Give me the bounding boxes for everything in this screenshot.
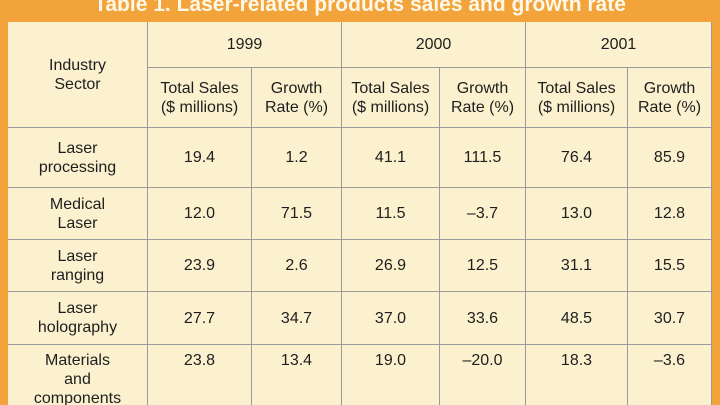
data-cell: –3.7	[440, 188, 526, 240]
table-title: Table 1. Laser-related products sales an…	[94, 0, 626, 16]
year-header: 2001	[526, 22, 712, 68]
data-cell-text: 18.3	[560, 352, 593, 369]
year-header-text: 1999	[226, 36, 263, 53]
data-cell: 18.3	[526, 345, 628, 405]
data-cell: 12.0	[148, 188, 252, 240]
sector-name: Laser holography	[8, 292, 148, 345]
sector-name-text: Laser processing	[38, 139, 117, 176]
sector-name-text: Materials and components	[33, 352, 122, 405]
sector-name-text: Laser ranging	[50, 247, 105, 284]
column-header: Total Sales ($ millions)	[148, 68, 252, 128]
data-cell: 19.4	[148, 128, 252, 188]
year-header: 1999	[148, 22, 342, 68]
data-cell: 12.8	[628, 188, 712, 240]
column-header: Growth Rate (%)	[252, 68, 342, 128]
data-cell: 23.9	[148, 240, 252, 292]
data-cell-text: 13.4	[280, 352, 313, 369]
column-header: Growth Rate (%)	[440, 68, 526, 128]
data-cell-text: 71.5	[280, 205, 313, 222]
data-cell: 11.5	[342, 188, 440, 240]
column-header: Total Sales ($ millions)	[342, 68, 440, 128]
data-cell-text: 31.1	[560, 257, 593, 274]
data-cell-text: 34.7	[280, 309, 313, 327]
data-cell: 15.5	[628, 240, 712, 292]
data-cell-text: 23.8	[183, 352, 216, 369]
data-cell-text: 2.6	[285, 257, 308, 274]
data-cell: 2.6	[252, 240, 342, 292]
data-cell: 33.6	[440, 292, 526, 345]
data-cell: 41.1	[342, 128, 440, 188]
data-cell: 111.5	[440, 128, 526, 188]
data-cell: –20.0	[440, 345, 526, 405]
data-cell-text: 19.0	[374, 352, 407, 369]
data-cell: 19.0	[342, 345, 440, 405]
column-header-text: Total Sales ($ millions)	[160, 79, 239, 116]
data-cell: 13.0	[526, 188, 628, 240]
data-cell: 31.1	[526, 240, 628, 292]
data-cell-text: 27.7	[183, 309, 216, 327]
column-header-text: Growth Rate (%)	[637, 79, 702, 116]
data-cell-text: 111.5	[463, 149, 502, 166]
data-cell: 48.5	[526, 292, 628, 345]
column-header-text: Total Sales ($ millions)	[537, 79, 616, 116]
year-header: 2000	[342, 22, 526, 68]
data-cell-text: 76.4	[560, 149, 593, 166]
data-cell-text: 12.5	[466, 257, 499, 274]
data-cell: 71.5	[252, 188, 342, 240]
data-cell-text: 41.1	[374, 149, 407, 166]
table: Industry Sector 1999 2000 2001 Total Sales (…	[8, 22, 712, 405]
data-cell-text: –20.0	[462, 352, 503, 369]
data-cell-text: 23.9	[183, 257, 216, 274]
data-cell-text: –3.6	[653, 352, 686, 369]
data-cell-text: 30.7	[653, 309, 686, 327]
data-cell-text: 12.8	[653, 205, 686, 222]
data-cell: 13.4	[252, 345, 342, 405]
sector-header: Industry Sector	[8, 22, 148, 128]
data-cell: 26.9	[342, 240, 440, 292]
sector-name-text: Medical Laser	[49, 195, 106, 232]
data-cell: 37.0	[342, 292, 440, 345]
column-header-text: Growth Rate (%)	[450, 79, 515, 116]
sector-name: Laser processing	[8, 128, 148, 188]
column-header: Total Sales ($ millions)	[526, 68, 628, 128]
data-cell-text: 1.2	[285, 149, 308, 166]
data-cell-text: 48.5	[560, 309, 593, 327]
data-cell: 30.7	[628, 292, 712, 345]
data-cell-text: 13.0	[560, 205, 593, 222]
sector-name: Laser ranging	[8, 240, 148, 292]
data-cell-text: 12.0	[183, 205, 216, 222]
data-cell: 1.2	[252, 128, 342, 188]
sector-name-text: Laser holography	[37, 300, 118, 336]
data-cell-text: 85.9	[653, 149, 686, 166]
data-cell: 85.9	[628, 128, 712, 188]
data-cell-text: 11.5	[375, 205, 406, 222]
data-cell-text: 33.6	[466, 309, 499, 327]
year-header-text: 2000	[415, 36, 452, 53]
data-cell-text: –3.7	[466, 205, 499, 222]
data-cell: –3.6	[628, 345, 712, 405]
sector-header-text: Industry Sector	[49, 56, 106, 93]
data-cell: 34.7	[252, 292, 342, 345]
data-cell-text: 19.4	[183, 149, 216, 166]
sector-name: Materials and components	[8, 345, 148, 405]
data-cell: 76.4	[526, 128, 628, 188]
column-header: Growth Rate (%)	[628, 68, 712, 128]
column-header-text: Growth Rate (%)	[264, 79, 329, 116]
data-cell: 12.5	[440, 240, 526, 292]
data-cell: 23.8	[148, 345, 252, 405]
sector-name: Medical Laser	[8, 188, 148, 240]
data-cell: 27.7	[148, 292, 252, 345]
data-cell-text: 37.0	[374, 309, 407, 327]
column-header-text: Total Sales ($ millions)	[351, 79, 430, 116]
year-header-text: 2001	[600, 36, 637, 53]
data-cell-text: 15.5	[653, 257, 686, 274]
data-cell-text: 26.9	[374, 257, 407, 274]
